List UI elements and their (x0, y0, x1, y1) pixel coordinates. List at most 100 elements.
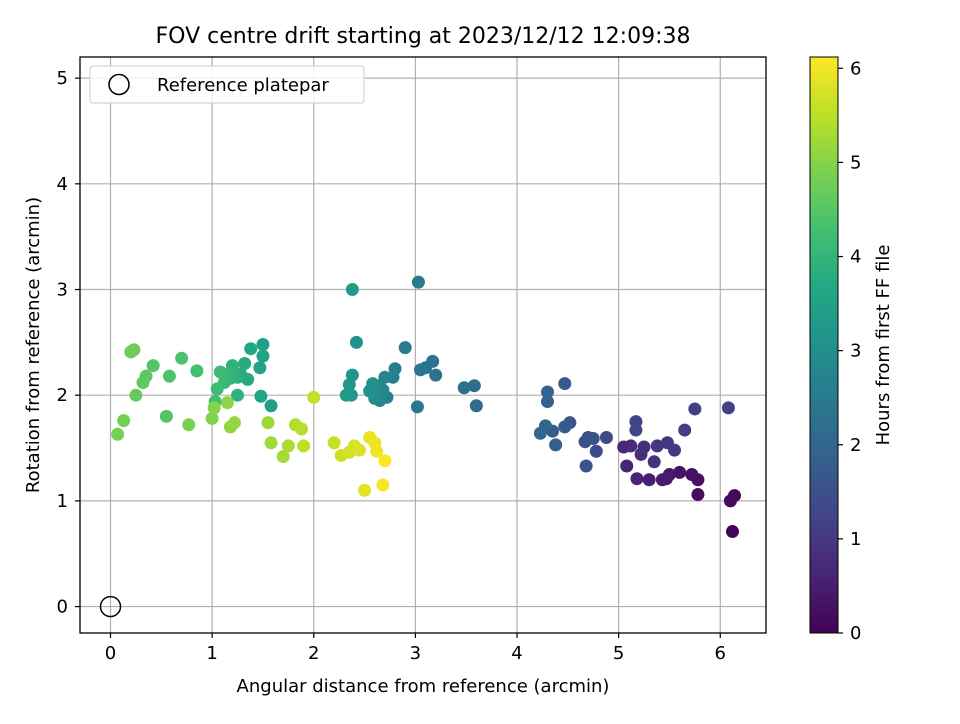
data-point (117, 414, 131, 428)
data-point (358, 483, 372, 497)
colorbar: 0 1 2 3 4 5 6 Hours from first FF file (809, 56, 894, 644)
data-point (624, 439, 638, 453)
data-point (182, 418, 196, 432)
data-point (254, 389, 268, 403)
data-point (124, 345, 138, 359)
data-point (342, 378, 356, 392)
data-point (642, 473, 656, 487)
data-point (205, 411, 219, 425)
colorbar-tick-label: 1 (850, 529, 861, 550)
axis-ticks: 0 1 2 3 4 5 6 0 1 2 3 4 5 (57, 68, 726, 664)
data-point (231, 388, 245, 402)
data-point (411, 275, 425, 289)
data-point (457, 381, 471, 395)
data-point (162, 369, 176, 383)
x-tick-label: 5 (613, 643, 624, 664)
data-point (207, 401, 221, 415)
data-point (307, 390, 321, 404)
data-point (253, 361, 267, 375)
data-point (688, 402, 702, 416)
data-point (630, 472, 644, 486)
data-point (352, 443, 366, 457)
data-point (136, 376, 150, 390)
chart-title: FOV centre drift starting at 2023/12/12 … (156, 24, 691, 49)
data-point (345, 283, 359, 297)
data-point (629, 423, 643, 437)
colorbar-tick-label: 2 (850, 435, 861, 456)
data-point (297, 439, 311, 453)
data-point (276, 450, 290, 464)
x-tick-label: 0 (105, 643, 116, 664)
data-point (429, 368, 443, 382)
data-point (281, 439, 295, 453)
x-tick-label: 1 (206, 643, 217, 664)
data-point (220, 396, 234, 410)
legend-entry-label: Reference platepar (157, 75, 329, 96)
legend: Reference platepar (89, 65, 365, 104)
data-point (620, 459, 634, 473)
legend-box (89, 65, 365, 104)
grid-lines (80, 57, 766, 633)
colorbar-tick-label: 4 (850, 247, 861, 268)
data-point (586, 432, 600, 446)
legend-marker (108, 73, 130, 96)
colorbar-gradient (809, 56, 839, 634)
data-point (589, 444, 603, 458)
data-point (413, 363, 427, 377)
data-point (540, 395, 554, 409)
data-point (558, 420, 572, 434)
data-point (327, 436, 341, 450)
colorbar-tick-label: 3 (850, 341, 861, 362)
data-point (261, 416, 275, 430)
data-point (159, 409, 173, 423)
data-point (244, 342, 258, 356)
data-point (467, 379, 481, 393)
reference-platepar-marker (99, 595, 122, 618)
data-point (650, 439, 664, 453)
y-tick-label: 5 (57, 68, 68, 89)
data-point (723, 494, 737, 508)
data-point (210, 382, 224, 396)
data-point (549, 438, 563, 452)
y-axis-label: Rotation from reference (arcmin) (23, 197, 44, 493)
x-axis-label: Angular distance from reference (arcmin) (237, 676, 610, 697)
data-point (691, 488, 705, 502)
data-point (533, 426, 547, 440)
colorbar-tick-label: 6 (850, 58, 861, 79)
data-point (370, 444, 384, 458)
data-point (668, 443, 682, 457)
data-point (256, 337, 270, 351)
data-point (647, 455, 661, 469)
data-point (264, 436, 278, 450)
data-points (99, 275, 741, 618)
data-point (213, 365, 227, 379)
data-point (175, 351, 189, 365)
data-point (264, 399, 278, 413)
data-point (256, 349, 270, 363)
data-point (540, 385, 554, 399)
data-point (378, 454, 392, 468)
y-tick-label: 3 (57, 280, 68, 301)
data-point (376, 478, 390, 492)
data-point (190, 364, 204, 378)
data-point (678, 423, 692, 437)
data-point (227, 416, 241, 430)
data-point (469, 399, 483, 413)
colorbar-ticks: 0 1 2 3 4 5 6 (838, 58, 861, 644)
x-tick-label: 6 (715, 643, 726, 664)
x-tick-label: 2 (308, 643, 319, 664)
y-tick-label: 2 (57, 385, 68, 406)
data-point (655, 473, 669, 487)
colorbar-tick-label: 0 (850, 623, 861, 644)
colorbar-label: Hours from first FF file (873, 245, 894, 446)
data-point (129, 388, 143, 402)
y-tick-label: 0 (57, 597, 68, 618)
data-point (146, 359, 160, 373)
data-point (349, 335, 363, 349)
data-point (599, 430, 613, 444)
data-point (238, 356, 252, 370)
data-point (673, 465, 687, 479)
data-point (339, 388, 353, 402)
